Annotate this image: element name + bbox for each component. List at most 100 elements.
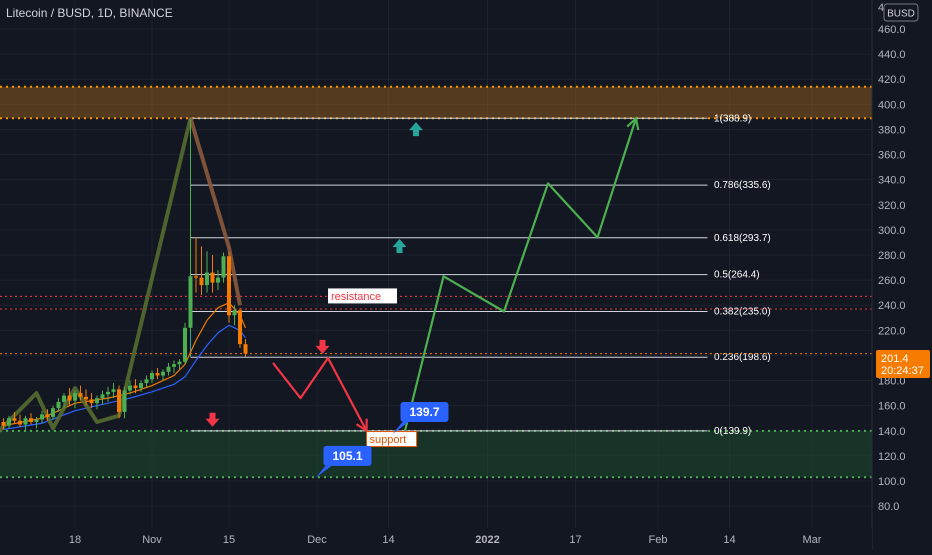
- time-axis[interactable]: 18 Nov 15 Dec 14 2022 17 Feb 14 Mar: [69, 534, 822, 546]
- candle-body: [106, 391, 110, 395]
- price-tick-label: 380.0: [878, 124, 906, 136]
- callout-label-139.7: 139.7: [409, 405, 439, 419]
- arrow-down-icon[interactable]: [315, 339, 330, 354]
- trend-path-line[interactable]: [188, 117, 242, 306]
- candle-body: [205, 272, 209, 286]
- price-tick-label: 440.0: [878, 49, 906, 61]
- candle-body: [216, 277, 220, 283]
- time-tick-label: 18: [69, 534, 81, 546]
- candle-body: [183, 327, 187, 362]
- fib-level-label: 0(139.9): [714, 426, 751, 437]
- arrow-down-icon[interactable]: [205, 412, 220, 427]
- candle-body: [161, 371, 165, 376]
- time-tick-label: 17: [569, 534, 581, 546]
- annotation-box[interactable]: [328, 288, 397, 304]
- candle-body: [95, 398, 99, 404]
- candle-body: [78, 393, 83, 397]
- fib-level-label: 0.5(264.4): [714, 270, 760, 281]
- arrow-up-icon[interactable]: [392, 238, 407, 253]
- projection-down-path-arrowhead: [355, 418, 368, 433]
- callout-pointer: [315, 465, 332, 478]
- projection-paths[interactable]: [272, 116, 640, 433]
- candle-body: [23, 418, 28, 425]
- candle-body: [133, 385, 138, 389]
- annotation-resistance: resistance: [331, 291, 381, 303]
- price-tick-label: 220.0: [878, 325, 906, 337]
- time-tick-label: 14: [723, 534, 735, 546]
- candle-body: [100, 394, 105, 399]
- candle-body: [40, 414, 44, 420]
- fib-level-label: 0.618(293.7): [714, 233, 771, 244]
- candle-body: [117, 389, 121, 412]
- time-axis-background: [0, 528, 872, 550]
- annotation-box[interactable]: [366, 431, 418, 448]
- price-tick-label: 140.0: [878, 426, 906, 438]
- time-tick-label: Nov: [142, 534, 162, 546]
- price-axis[interactable]: 80.0100.0120.0140.0160.0180.0200.0220.02…: [878, 24, 906, 513]
- candle-body: [1, 421, 6, 426]
- time-tick-label: Mar: [803, 534, 822, 546]
- candle-body: [128, 385, 132, 391]
- candle-body: [166, 366, 171, 372]
- fib-level-label: 0.382(235.0): [714, 306, 771, 317]
- current-price-countdown: 20:24:37: [881, 365, 924, 377]
- moving-average-line: [3, 324, 246, 431]
- chart-title: Litecoin / BUSD, 1D, BINANCE: [6, 6, 173, 20]
- zones: [0, 85, 872, 479]
- candle-body: [84, 396, 88, 400]
- fib-level-label: 0.786(335.6): [714, 180, 771, 191]
- price-tick-label: 300.0: [878, 225, 906, 237]
- annotation-support: support: [370, 434, 407, 446]
- projection-down-path[interactable]: [272, 356, 368, 432]
- resistance-zone: [0, 86, 872, 119]
- candle-body: [67, 395, 72, 401]
- arrow-up-icon[interactable]: [409, 122, 423, 137]
- price-tick-label: 240.0: [878, 300, 906, 312]
- candle-body: [150, 373, 154, 380]
- candle-body: [51, 408, 55, 417]
- arrow-markers[interactable]: [205, 122, 424, 427]
- fib-level-label: 0.236(198.6): [714, 352, 771, 363]
- candle-body: [232, 310, 237, 316]
- candle-body: [122, 390, 127, 412]
- price-tick-label: 280.0: [878, 250, 906, 262]
- candle-body: [155, 373, 160, 376]
- price-tick-label: 160.0: [878, 401, 906, 413]
- candle-body: [56, 401, 61, 409]
- time-tick-label: Dec: [307, 534, 327, 546]
- price-tick-label: 400.0: [878, 99, 906, 111]
- candle-body: [188, 276, 193, 328]
- candle-body: [144, 379, 149, 384]
- price-tick-label: 100.0: [878, 476, 906, 488]
- price-tick-label: 420.0: [878, 74, 906, 86]
- current-price-value: 201.4: [881, 353, 909, 365]
- candle-body: [221, 256, 226, 278]
- candle-body: [199, 277, 204, 286]
- candle-body: [34, 419, 39, 422]
- callout-box[interactable]: [400, 401, 449, 422]
- currency-badge[interactable]: [883, 3, 919, 22]
- projection-up-path[interactable]: [403, 117, 638, 432]
- candle-body: [62, 395, 66, 402]
- fib-level-label: 1(388.9): [714, 113, 751, 124]
- price-axis-background: [872, 0, 932, 550]
- candle-body: [73, 393, 77, 401]
- fibonacci-retracement[interactable]: 1(388.9) 0.786(335.6) 0.618(293.7) 0.5(264.…: [190, 113, 771, 437]
- projection-up-path-arrowhead: [626, 116, 640, 131]
- candle-body: [238, 310, 242, 345]
- candle-body: [177, 361, 182, 365]
- current-price-badge: [876, 350, 930, 378]
- candle-body: [12, 418, 17, 421]
- time-tick-label: 2022: [475, 534, 499, 546]
- time-tick-label: Feb: [649, 534, 668, 546]
- time-tick-label: 15: [223, 534, 235, 546]
- candle-body: [210, 272, 215, 283]
- currency-badge-label: BUSD: [887, 9, 915, 20]
- candle-body: [243, 344, 248, 354]
- annotations[interactable]: resistance support 139.7 105.1: [315, 288, 449, 478]
- candle-body: [45, 414, 50, 417]
- callout-box[interactable]: [323, 445, 372, 466]
- candle-body: [139, 383, 143, 389]
